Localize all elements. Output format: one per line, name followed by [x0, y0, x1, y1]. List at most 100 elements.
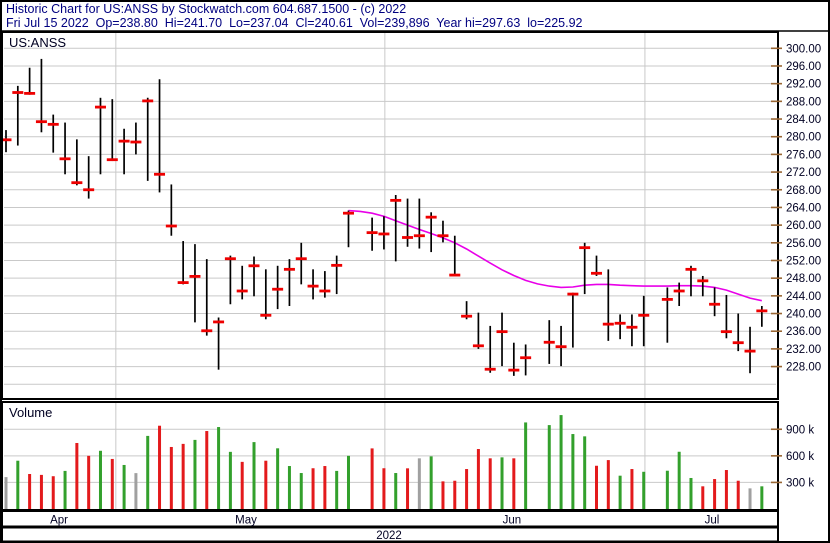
volume-bar	[476, 449, 480, 509]
volume-bar	[559, 415, 563, 509]
volume-bar	[583, 436, 587, 509]
volume-bar	[240, 461, 244, 509]
volume-bar	[75, 442, 79, 509]
price-axis-label: 228.00	[786, 362, 821, 374]
price-bar	[118, 128, 130, 175]
volume-bar	[122, 464, 126, 509]
volume-bar	[382, 468, 386, 509]
volume-bar	[346, 455, 350, 509]
volume-bar	[287, 466, 291, 509]
volume-bar	[748, 488, 752, 509]
price-axis-label: 232.00	[786, 344, 821, 356]
price-bar	[413, 198, 425, 249]
volume-bar	[169, 446, 173, 509]
volume-bar	[689, 477, 693, 509]
price-axis-label: 240.00	[786, 309, 821, 321]
axis-labels: 300.00 296.00 292.00 288.00 284.00 280.00 276.…	[50, 43, 821, 542]
price-bar	[673, 282, 685, 307]
price-bar	[295, 242, 307, 285]
price-bar	[732, 313, 744, 352]
price-bar	[12, 85, 24, 146]
volume-bar	[311, 468, 315, 509]
price-axis-label: 288.00	[786, 96, 821, 108]
price-bar	[366, 217, 378, 251]
volume-bar	[205, 431, 209, 509]
price-bar	[614, 314, 626, 340]
volume-bar	[417, 458, 421, 509]
price-bar	[567, 292, 579, 348]
price-bar	[638, 295, 650, 347]
price-bar	[248, 256, 260, 297]
volume-pane-label: Volume	[9, 405, 52, 420]
symbol-label: US:ANSS	[9, 35, 66, 50]
moving-average-line	[348, 209, 762, 302]
price-bar	[508, 342, 520, 376]
volume-bar	[736, 480, 740, 509]
volume-bar	[524, 422, 528, 509]
price-bar	[496, 312, 508, 367]
price-bar	[236, 265, 248, 300]
price-bar	[579, 242, 591, 295]
price-bar	[697, 275, 709, 297]
volume-bar	[299, 473, 303, 509]
price-bar	[142, 97, 154, 181]
volume-bar	[406, 468, 410, 509]
chart-series	[0, 58, 768, 509]
price-axis-label: 244.00	[786, 291, 821, 303]
month-axis-border	[1, 510, 779, 528]
volume-bar	[264, 460, 268, 509]
price-bar	[201, 259, 213, 336]
volume-bar	[4, 477, 8, 509]
price-bar	[449, 235, 461, 277]
price-bar	[472, 312, 484, 349]
volume-bar	[51, 476, 55, 509]
price-axis-label: 256.00	[786, 238, 821, 250]
volume-bar	[394, 473, 398, 509]
volume-bar	[323, 466, 327, 509]
header-title: Historic Chart for US:ANSS by Stockwatch…	[6, 2, 407, 16]
price-bar	[744, 326, 756, 374]
volume-bar	[134, 473, 138, 509]
price-bar	[154, 79, 166, 193]
volume-bar	[39, 474, 43, 509]
price-axis-label: 276.00	[786, 149, 821, 161]
month-label: Apr	[50, 515, 68, 527]
price-bar	[437, 220, 449, 243]
price-bar	[189, 244, 201, 323]
volume-bar	[63, 470, 67, 509]
price-axis-label: 248.00	[786, 273, 821, 285]
price-bar	[130, 122, 142, 155]
volume-bar	[158, 425, 162, 509]
volume-bar	[595, 465, 598, 509]
volume-bar	[760, 486, 764, 509]
volume-axis-label: 600 k	[786, 451, 814, 463]
price-axis-label: 260.00	[786, 220, 821, 232]
volume-axis-label: 300 k	[786, 477, 814, 489]
price-bar	[94, 97, 106, 175]
price-bar	[626, 314, 638, 347]
price-bar	[756, 306, 768, 327]
price-bar	[165, 184, 177, 236]
price-bar	[213, 317, 225, 370]
price-bar	[461, 301, 473, 320]
volume-bar	[500, 457, 504, 509]
volume-bar	[665, 470, 669, 509]
price-bar	[709, 287, 721, 317]
price-bar	[260, 269, 272, 320]
month-label: Jul	[705, 515, 720, 527]
price-bar	[0, 130, 12, 153]
volume-bar	[618, 475, 622, 509]
price-bar	[319, 271, 331, 298]
price-axis-label: 280.00	[786, 132, 821, 144]
price-bar	[224, 255, 236, 305]
volume-axis-label: 900 k	[786, 424, 814, 436]
price-bar	[71, 139, 83, 186]
price-axis-label: 236.00	[786, 326, 821, 338]
price-bar	[720, 294, 732, 339]
year-label: 2022	[376, 530, 402, 542]
volume-bar	[429, 456, 433, 509]
price-axis-label: 292.00	[786, 79, 821, 91]
